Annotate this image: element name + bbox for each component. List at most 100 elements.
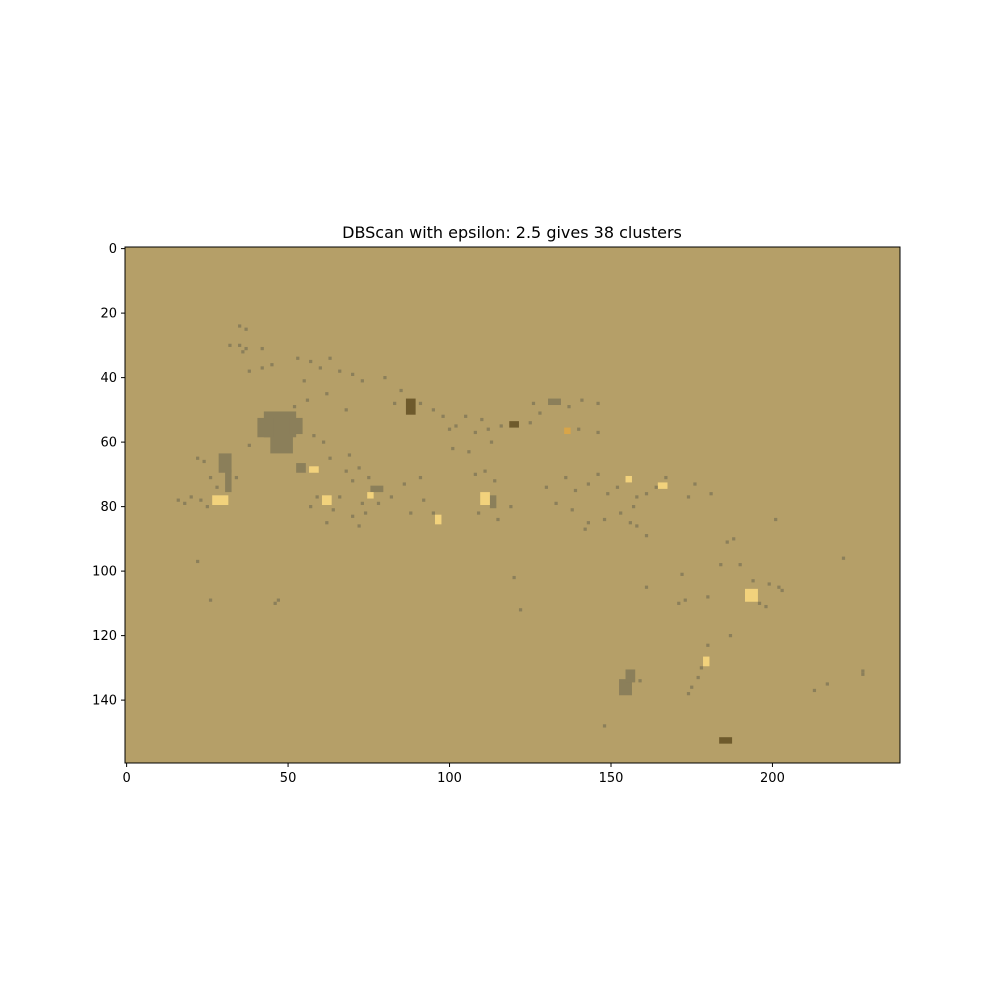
data-pixel [683,598,687,602]
data-pixel [296,356,300,360]
data-pixel [344,469,348,473]
data-pixel [764,604,768,609]
data-pixel [686,495,691,499]
data-pixel [344,408,348,412]
data-pixel [276,598,280,602]
data-pixel [677,601,681,605]
data-pixel [544,485,549,489]
data-pixel [273,601,277,605]
y-tick-label: 100 [92,565,117,580]
data-pixel [305,398,310,402]
data-pixel [706,595,710,599]
data-pixel [309,359,313,364]
data-pixel [644,534,649,538]
data-pixel [244,346,248,351]
data-pixel [363,511,368,515]
data-pixel [596,401,600,406]
data-pixel [483,469,487,473]
data-pixel [196,559,200,564]
data-pixel [496,517,500,522]
data-pixel [321,440,326,444]
data-pixel [325,521,329,525]
data-pixel [183,501,187,505]
data-pixel [709,492,713,496]
data-pixel [247,443,251,447]
x-tick-label: 50 [280,771,297,786]
x-tick-label: 200 [760,771,785,786]
data-pixel [260,366,264,370]
x-tick-label: 150 [599,771,624,786]
cluster-region [625,475,632,483]
data-pixel [825,682,829,686]
data-pixel [596,472,600,476]
data-pixel [577,427,581,431]
data-pixel [476,511,481,515]
data-pixel [447,427,452,431]
data-pixel [602,724,607,728]
data-pixel [602,517,607,522]
data-pixel [247,369,251,373]
cluster-region [225,469,232,493]
data-pixel [328,456,332,460]
data-pixel [418,475,423,480]
data-pixel [328,356,332,360]
data-pixel [302,379,306,383]
data-pixel [751,579,755,583]
data-pixel [331,508,335,512]
cluster-region [489,495,497,509]
data-pixel [315,495,319,499]
data-pixel [615,485,620,489]
data-pixel [570,508,574,512]
data-pixel [292,405,297,409]
data-pixel [635,495,639,499]
data-pixel [318,366,322,370]
data-pixel [586,482,590,486]
data-pixel [467,450,471,454]
data-pixel [644,585,649,589]
data-pixel [205,505,209,509]
data-pixel [357,466,361,470]
data-pixel [628,521,632,525]
cluster-region [296,463,306,473]
data-pixel [528,421,532,425]
data-pixel [719,563,723,567]
data-pixel [393,401,397,406]
data-pixel [208,475,213,480]
data-pixel [473,430,477,435]
cluster-region [405,398,416,415]
cluster-region [435,514,442,525]
data-pixel [480,417,484,422]
cluster-region [270,430,293,454]
data-pixel [554,501,558,505]
data-pixel [631,505,636,509]
data-pixel [638,679,642,683]
data-pixel [531,401,536,406]
heatmap-image [125,247,900,763]
data-pixel [777,585,781,589]
data-pixel [244,327,248,331]
data-pixel [199,498,203,502]
data-pixel [196,456,200,460]
data-pixel [573,488,578,493]
y-tick-label: 140 [92,694,117,709]
cluster-region [548,398,561,406]
data-pixel [567,405,571,409]
data-pixel [338,495,342,499]
data-pixel [360,379,364,383]
data-pixel [489,440,494,444]
cluster-region [212,495,229,505]
data-pixel [418,401,423,406]
data-pixel [451,446,455,451]
data-pixel [635,524,639,528]
data-pixel [176,498,180,502]
cluster-region [625,669,636,683]
data-pixel [202,459,206,464]
data-pixel [464,414,468,418]
data-pixel [586,521,590,525]
data-pixel [812,688,817,693]
y-tick-label: 60 [100,436,117,451]
data-pixel [738,563,742,567]
cluster-region [619,679,632,696]
data-pixel [208,598,213,602]
